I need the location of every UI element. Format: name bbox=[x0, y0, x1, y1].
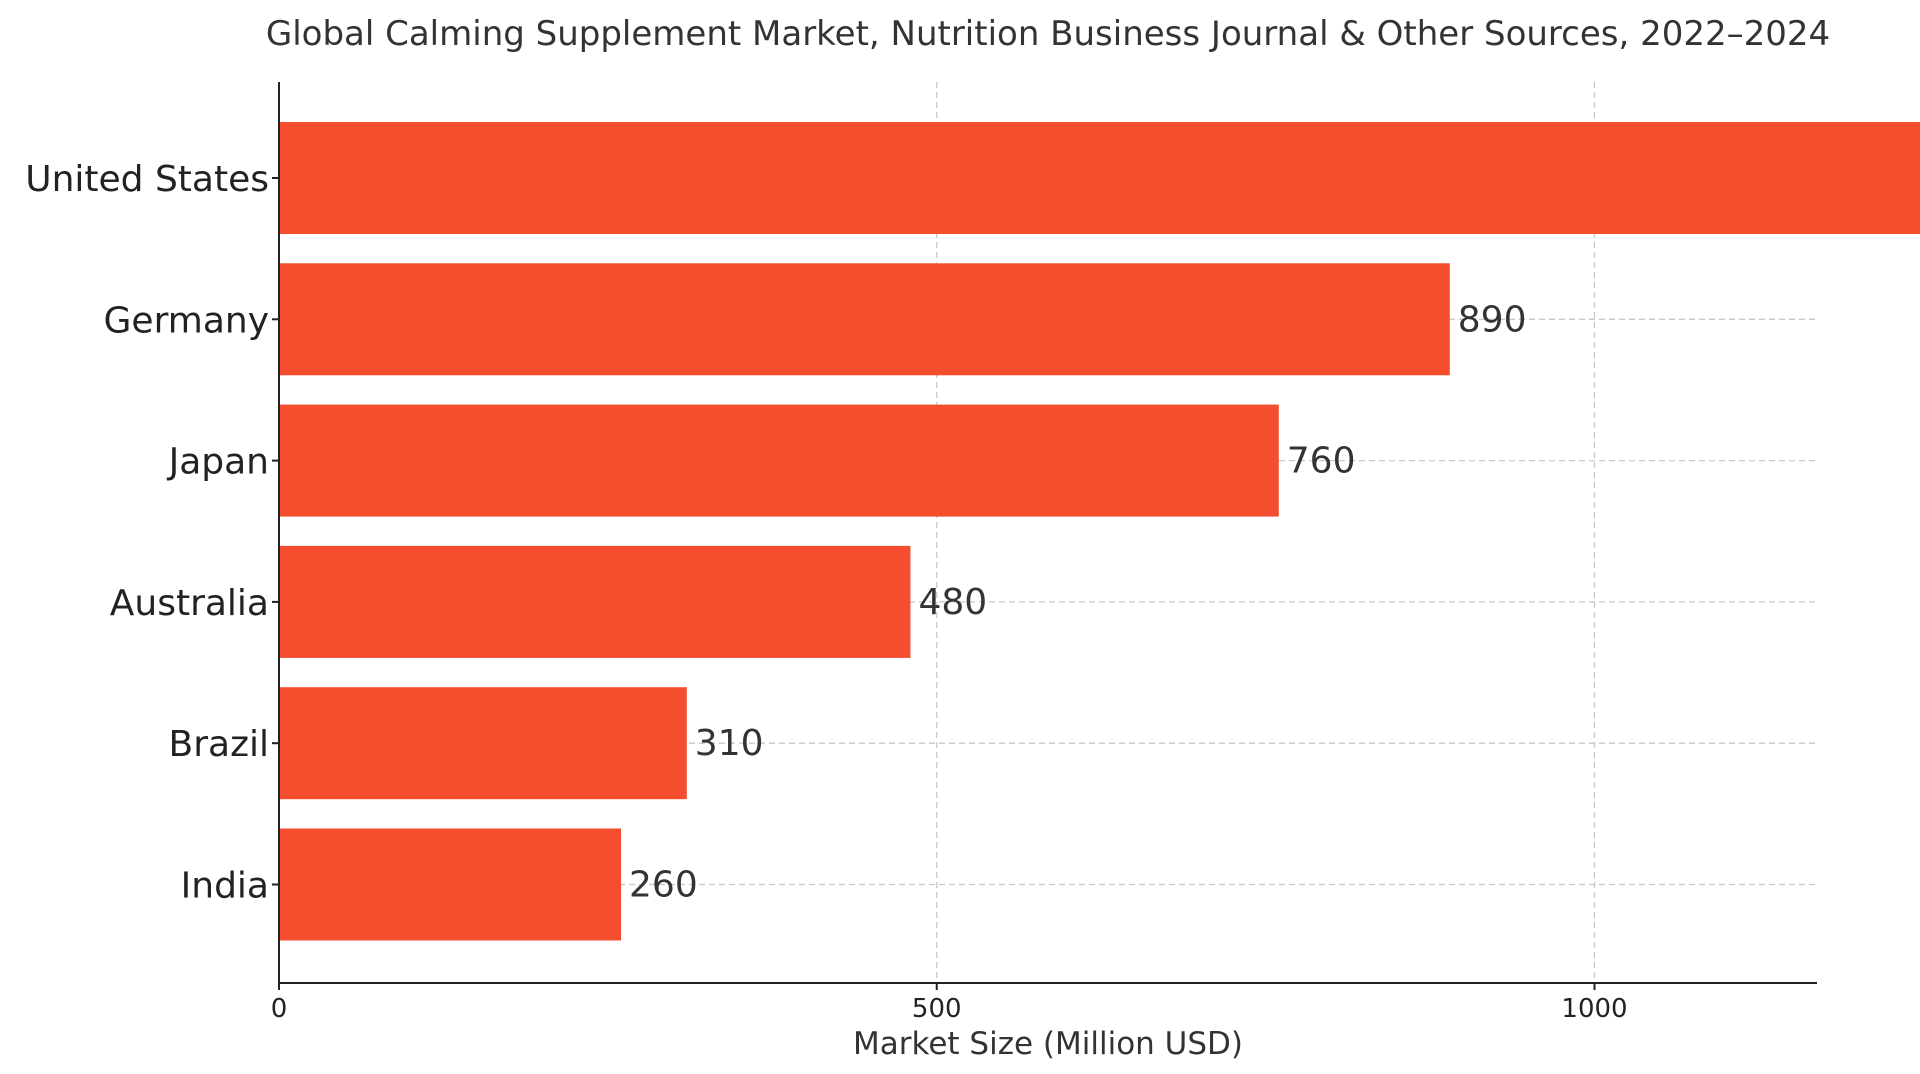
bar bbox=[279, 122, 1920, 234]
x-tick-label: 0 bbox=[271, 994, 288, 1024]
bar bbox=[279, 687, 687, 800]
bars bbox=[279, 122, 1920, 941]
x-axis-label: Market Size (Million USD) bbox=[853, 1026, 1243, 1062]
bar bbox=[279, 404, 1279, 517]
data-label: 480 bbox=[918, 582, 987, 623]
category-label: Australia bbox=[110, 583, 269, 624]
category-label: Japan bbox=[167, 442, 269, 483]
data-labels: 1,950890760480310260 bbox=[629, 299, 1527, 906]
x-tick-label: 500 bbox=[912, 994, 962, 1024]
category-label: United States bbox=[25, 159, 269, 200]
x-tick-label: 1000 bbox=[1561, 994, 1627, 1024]
data-label: 310 bbox=[695, 723, 764, 764]
axes bbox=[278, 82, 1817, 984]
tick-labels: 0500100015002000United StatesGermanyJapa… bbox=[25, 159, 1627, 1024]
bar bbox=[279, 545, 911, 658]
category-label: India bbox=[181, 866, 269, 907]
bar bbox=[279, 828, 622, 941]
data-label: 260 bbox=[629, 865, 698, 906]
data-label: 760 bbox=[1287, 441, 1356, 482]
chart-title: Global Calming Supplement Market, Nutrit… bbox=[266, 14, 1830, 54]
bar bbox=[279, 263, 1450, 376]
category-label: Brazil bbox=[169, 724, 269, 765]
category-label: Germany bbox=[104, 300, 269, 341]
data-label: 890 bbox=[1458, 299, 1527, 340]
